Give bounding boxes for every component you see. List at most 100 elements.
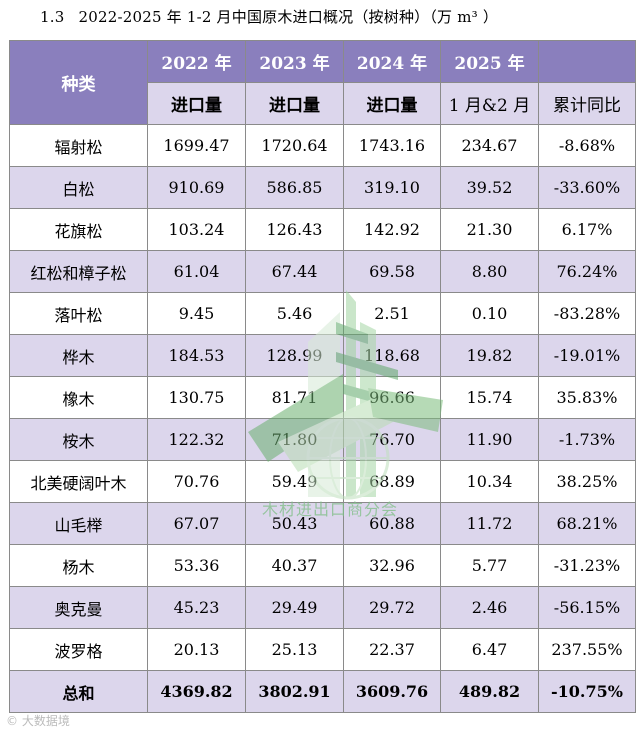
value-cell: -1.73%: [538, 418, 636, 461]
value-cell: 15.74: [440, 376, 539, 419]
value-cell: 0.10: [440, 292, 539, 335]
value-cell: 96.66: [343, 376, 441, 419]
header-year-2024: 2024 年: [343, 40, 441, 83]
table-body: 辐射松 1699.47 1720.64 1743.16 234.67 -8.68% 白松 91…: [9, 124, 636, 713]
header-year-2022: 2022 年: [147, 40, 246, 83]
value-cell: 122.32: [147, 418, 246, 461]
value-cell: 61.04: [147, 250, 246, 293]
value-cell: 184.53: [147, 334, 246, 377]
value-cell: -31.23%: [538, 544, 636, 587]
header-row-years: 种类 2022 年 2023 年 2024 年 2025 年: [9, 40, 636, 125]
value-cell: 22.37: [343, 628, 441, 671]
header-year-blank: [538, 40, 636, 83]
value-cell: 128.99: [245, 334, 344, 377]
value-cell: 2.46: [440, 586, 539, 629]
value-cell: 76.70: [343, 418, 441, 461]
value-cell: 5.77: [440, 544, 539, 587]
table-row: 桉木 122.32 71.80 76.70 11.90 -1.73%: [9, 418, 636, 461]
value-cell: 35.83%: [538, 376, 636, 419]
value-cell: -33.60%: [538, 166, 636, 209]
value-cell: 8.80: [440, 250, 539, 293]
value-cell: 586.85: [245, 166, 344, 209]
caption-title: 2022-2025 年 1-2 月中国原木进口概况（按树种）（万 m³ ）: [78, 8, 499, 26]
table-row: 落叶松 9.45 5.46 2.51 0.10 -83.28%: [9, 292, 636, 335]
value-cell: 39.52: [440, 166, 539, 209]
value-cell: 103.24: [147, 208, 246, 251]
value-cell: 1743.16: [343, 124, 441, 167]
value-cell: 19.82: [440, 334, 539, 377]
species-cell: 橡木: [9, 376, 148, 419]
species-cell: 花旗松: [9, 208, 148, 251]
value-cell: -56.15%: [538, 586, 636, 629]
value-cell: 53.36: [147, 544, 246, 587]
value-cell: 71.80: [245, 418, 344, 461]
header-metric-2024: 进口量: [343, 82, 441, 125]
value-cell: 29.49: [245, 586, 344, 629]
species-cell: 落叶松: [9, 292, 148, 335]
species-cell: 北美硬阔叶木: [9, 460, 148, 503]
value-cell: 81.71: [245, 376, 344, 419]
value-cell: 25.13: [245, 628, 344, 671]
header-metric-2023: 进口量: [245, 82, 344, 125]
total-value-cell: 3609.76: [343, 670, 441, 713]
table-row: 桦木 184.53 128.99 118.68 19.82 -19.01%: [9, 334, 636, 377]
species-cell: 奥克曼: [9, 586, 148, 629]
species-cell: 辐射松: [9, 124, 148, 167]
table-row: 波罗格 20.13 25.13 22.37 6.47 237.55%: [9, 628, 636, 671]
value-cell: -19.01%: [538, 334, 636, 377]
value-cell: 68.21%: [538, 502, 636, 545]
value-cell: 1720.64: [245, 124, 344, 167]
table-caption: 1.3 2022-2025 年 1-2 月中国原木进口概况（按树种）（万 m³ ）: [40, 6, 498, 27]
total-row: 总和 4369.82 3802.91 3609.76 489.82 -10.75%: [9, 670, 636, 713]
value-cell: 5.46: [245, 292, 344, 335]
value-cell: 76.24%: [538, 250, 636, 293]
value-cell: 9.45: [147, 292, 246, 335]
value-cell: 21.30: [440, 208, 539, 251]
value-cell: 118.68: [343, 334, 441, 377]
table-row: 花旗松 103.24 126.43 142.92 21.30 6.17%: [9, 208, 636, 251]
value-cell: 6.47: [440, 628, 539, 671]
value-cell: 126.43: [245, 208, 344, 251]
species-cell: 波罗格: [9, 628, 148, 671]
value-cell: -8.68%: [538, 124, 636, 167]
table-row: 红松和樟子松 61.04 67.44 69.58 8.80 76.24%: [9, 250, 636, 293]
header-metric-2025: 1 月&2 月: [440, 82, 539, 125]
value-cell: 234.67: [440, 124, 539, 167]
value-cell: 38.25%: [538, 460, 636, 503]
value-cell: 70.76: [147, 460, 246, 503]
caption-number: 1.3: [40, 8, 65, 26]
total-label-cell: 总和: [9, 670, 148, 713]
species-cell: 杨木: [9, 544, 148, 587]
species-cell: 白松: [9, 166, 148, 209]
value-cell: 11.90: [440, 418, 539, 461]
value-cell: 45.23: [147, 586, 246, 629]
value-cell: 6.17%: [538, 208, 636, 251]
header-year-2023: 2023 年: [245, 40, 344, 83]
value-cell: 20.13: [147, 628, 246, 671]
species-cell: 桉木: [9, 418, 148, 461]
table-row: 杨木 53.36 40.37 32.96 5.77 -31.23%: [9, 544, 636, 587]
table-row: 白松 910.69 586.85 319.10 39.52 -33.60%: [9, 166, 636, 209]
header-metric-yoy: 累计同比: [538, 82, 636, 125]
species-cell: 红松和樟子松: [9, 250, 148, 293]
total-value-cell: 4369.82: [147, 670, 246, 713]
species-cell: 桦木: [9, 334, 148, 377]
value-cell: 32.96: [343, 544, 441, 587]
value-cell: 68.89: [343, 460, 441, 503]
value-cell: 50.43: [245, 502, 344, 545]
value-cell: 59.49: [245, 460, 344, 503]
timber-import-table: 种类 2022 年 2023 年 2024 年 2025 年 进口量 进口量 进…: [9, 40, 636, 713]
table-row: 橡木 130.75 81.71 96.66 15.74 35.83%: [9, 376, 636, 419]
value-cell: 29.72: [343, 586, 441, 629]
circle-logo-icon: ©: [6, 714, 18, 728]
value-cell: 142.92: [343, 208, 441, 251]
value-cell: 67.07: [147, 502, 246, 545]
header-species: 种类: [9, 40, 148, 125]
total-value-cell: -10.75%: [538, 670, 636, 713]
value-cell: 67.44: [245, 250, 344, 293]
header-year-2025: 2025 年: [440, 40, 539, 83]
value-cell: -83.28%: [538, 292, 636, 335]
value-cell: 910.69: [147, 166, 246, 209]
value-cell: 69.58: [343, 250, 441, 293]
corner-watermark-text: 大数据境: [21, 714, 70, 728]
